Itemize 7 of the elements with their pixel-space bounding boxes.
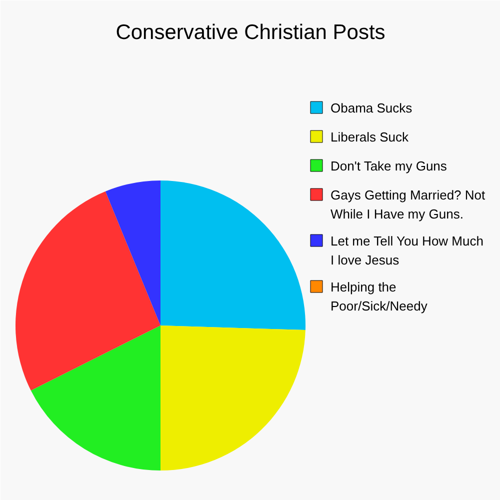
legend-label: Gays Getting Married? Not While I Have my Guns.	[330, 188, 486, 222]
legend-label: Helping the Poor/Sick/Needy	[330, 280, 428, 314]
legend-label: Liberals Suck	[330, 130, 410, 144]
chart-title: Conservative Christian Posts	[116, 21, 386, 44]
legend-label: Don't Take my Guns	[330, 158, 448, 174]
legend-label: Let me Tell You How Much I love Jesus	[330, 234, 484, 268]
legend-label: Obama Sucks	[330, 100, 413, 116]
